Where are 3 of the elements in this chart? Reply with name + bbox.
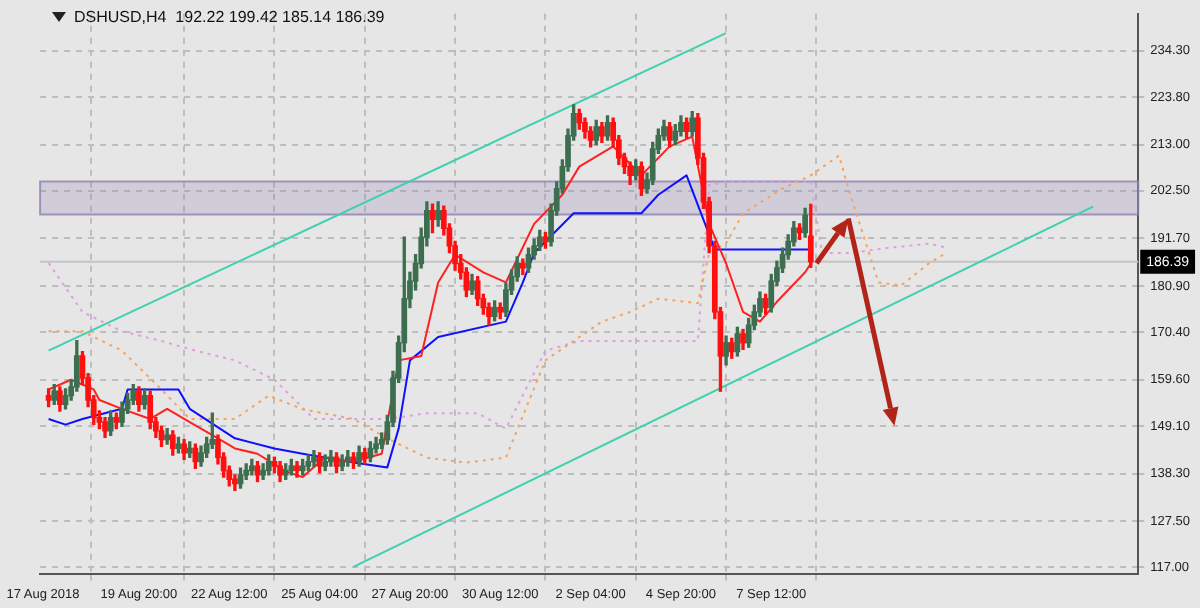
chart-title: DSHUSD,H4 192.22 199.42 185.14 186.39 xyxy=(74,8,385,26)
line-series xyxy=(47,180,948,430)
line-series xyxy=(47,154,948,464)
